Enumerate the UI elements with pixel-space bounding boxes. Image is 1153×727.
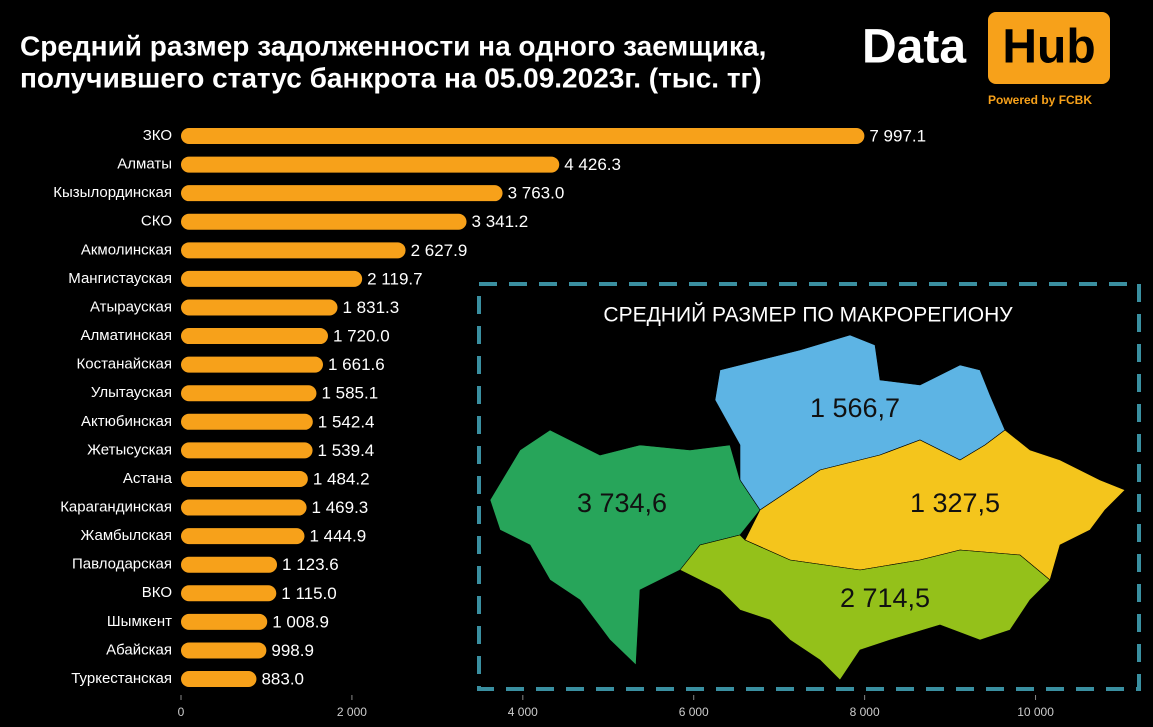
logo-word: Data — [862, 21, 966, 74]
category-label: Туркестанская — [71, 670, 172, 687]
bar — [181, 328, 328, 345]
category-label: Карагандинская — [60, 499, 172, 516]
bar — [181, 299, 338, 316]
value-label: 7 997.1 — [869, 126, 926, 145]
x-tick-label: 8 000 — [850, 705, 880, 719]
category-label: Мангистауская — [68, 270, 172, 287]
category-label: Жамбылская — [81, 527, 173, 544]
bar — [181, 556, 278, 573]
value-label: 3 341.2 — [472, 212, 529, 231]
bar — [181, 128, 865, 144]
value-label: 1 720.0 — [333, 327, 390, 346]
category-label: Костанайская — [77, 356, 173, 373]
value-label: 2 627.9 — [411, 241, 468, 260]
value-label: 1 123.6 — [282, 555, 339, 574]
bar — [181, 470, 308, 487]
logo-tagline: Powered by FCBK — [988, 93, 1092, 107]
x-tick-label: 0 — [178, 705, 185, 719]
map-region-label: 2 714,5 — [840, 583, 930, 613]
logo-badge-text: Hub — [1002, 21, 1095, 74]
inset-title: СРЕДНИЙ РАЗМЕР ПО МАКРОРЕГИОНУ — [603, 303, 1013, 327]
x-tick-label: 10 000 — [1017, 705, 1054, 719]
category-label: ЗКО — [143, 127, 172, 144]
logo-badge — [988, 12, 1110, 84]
category-label: СКО — [141, 213, 172, 230]
bar — [181, 270, 363, 287]
category-label: Алматинская — [81, 327, 172, 344]
value-label: 1 831.3 — [342, 298, 399, 317]
map-region-label: 1 566,7 — [810, 393, 900, 423]
value-label: 3 763.0 — [508, 184, 565, 203]
category-label: Астана — [123, 470, 173, 487]
value-label: 1 008.9 — [272, 612, 329, 631]
bar — [181, 671, 257, 688]
bar — [181, 385, 317, 402]
value-label: 1 469.3 — [312, 498, 369, 517]
category-label: Актюбинская — [81, 413, 172, 430]
category-label: Абайская — [106, 641, 172, 658]
x-tick-label: 2 000 — [337, 705, 367, 719]
category-label: Акмолинская — [81, 241, 172, 258]
map-region-label: 3 734,6 — [577, 488, 667, 518]
bar — [181, 213, 467, 230]
bar — [181, 528, 305, 545]
category-label: Улытауская — [91, 384, 172, 401]
value-label: 998.9 — [271, 641, 314, 660]
bar — [181, 642, 267, 659]
value-label: 4 426.3 — [564, 155, 621, 174]
bar — [181, 585, 277, 602]
value-label: 1 661.6 — [328, 355, 385, 374]
value-label: 1 115.0 — [281, 584, 336, 603]
bar — [181, 356, 323, 373]
category-label: Павлодарская — [72, 556, 172, 573]
category-label: Атырауская — [90, 298, 172, 315]
bar — [181, 156, 560, 173]
category-label: Алматы — [117, 156, 172, 173]
category-label: Шымкент — [107, 613, 172, 630]
value-label: 2 119.7 — [367, 269, 422, 288]
bar — [181, 613, 268, 630]
value-label: 883.0 — [261, 670, 304, 689]
bar — [181, 185, 503, 202]
bar — [181, 442, 313, 459]
category-label: Кызылординская — [53, 184, 172, 201]
value-label: 1 585.1 — [321, 384, 378, 403]
title-line: Средний размер задолженности на одного з… — [20, 30, 766, 61]
x-tick-label: 6 000 — [679, 705, 709, 719]
bar — [181, 242, 406, 259]
value-label: 1 444.9 — [309, 527, 366, 546]
x-tick-label: 4 000 — [508, 705, 538, 719]
value-label: 1 484.2 — [313, 469, 370, 488]
bar — [181, 413, 313, 430]
category-label: ВКО — [142, 584, 172, 601]
bar — [181, 499, 307, 516]
inset-frame — [477, 282, 1141, 691]
value-label: 1 539.4 — [318, 441, 375, 460]
map-region-label: 1 327,5 — [910, 488, 1000, 518]
map-region — [679, 534, 1051, 681]
value-label: 1 542.4 — [318, 412, 375, 431]
category-label: Жетысуская — [87, 441, 172, 458]
title-line: получившего статус банкрота на 05.09.202… — [20, 62, 762, 93]
